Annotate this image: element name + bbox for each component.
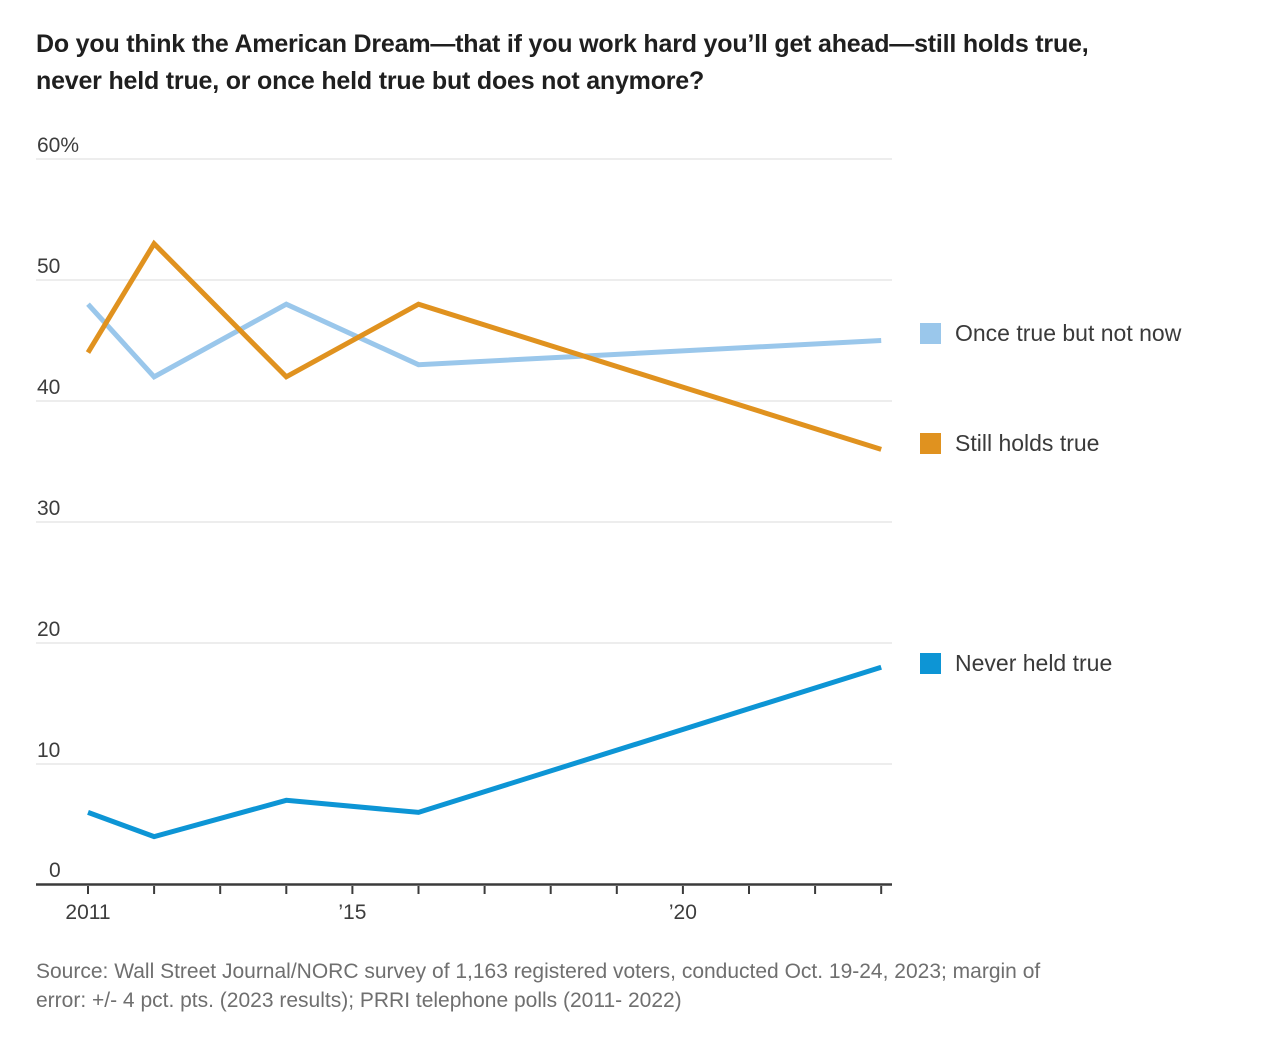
source-note: Source: Wall Street Journal/NORC survey … <box>36 957 1040 1015</box>
y-tick-label-40: 40 <box>37 376 60 399</box>
legend-swatch-still-holds <box>920 432 941 454</box>
x-tick-label-2020: ’20 <box>669 901 697 924</box>
chart-title-line-2: never held true, or once held true but d… <box>36 67 705 95</box>
series-line-1 <box>85 239 882 452</box>
y-tick-label-30: 30 <box>37 497 60 520</box>
legend-label-once-true: Once true but not now <box>955 319 1182 346</box>
legend-label-never-held: Never held true <box>955 649 1113 676</box>
legend-swatch-never-held <box>920 652 941 674</box>
legend-item-never-held: Never held true <box>920 649 1113 676</box>
y-tick-label-10: 10 <box>37 739 60 762</box>
source-note-line-1: Source: Wall Street Journal/NORC survey … <box>36 960 1041 983</box>
series-line-2 <box>87 664 882 840</box>
series-line-0 <box>86 301 882 380</box>
y-tick-label-0: 0 <box>49 859 61 882</box>
legend-swatch-once-true <box>920 322 941 344</box>
line-chart: 0 10 20 30 40 50 60% 2011 ’15 ’20 <box>36 134 892 924</box>
y-tick-label-60: 60% <box>37 134 79 157</box>
chart-title: Do you think the American Dream—that if … <box>36 26 1089 100</box>
x-tick-label-2011: 2011 <box>65 901 110 924</box>
legend-label-still-holds: Still holds true <box>955 429 1100 456</box>
legend-item-once-true: Once true but not now <box>920 319 1182 346</box>
y-tick-label-50: 50 <box>37 255 60 278</box>
x-tick-label-2015: ’15 <box>338 901 366 924</box>
chart-title-line-1: Do you think the American Dream—that if … <box>36 30 1089 58</box>
legend-item-still-holds: Still holds true <box>920 429 1100 456</box>
source-note-line-2: error: +/- 4 pct. pts. (2023 results); P… <box>36 989 682 1012</box>
y-tick-label-20: 20 <box>37 618 60 641</box>
